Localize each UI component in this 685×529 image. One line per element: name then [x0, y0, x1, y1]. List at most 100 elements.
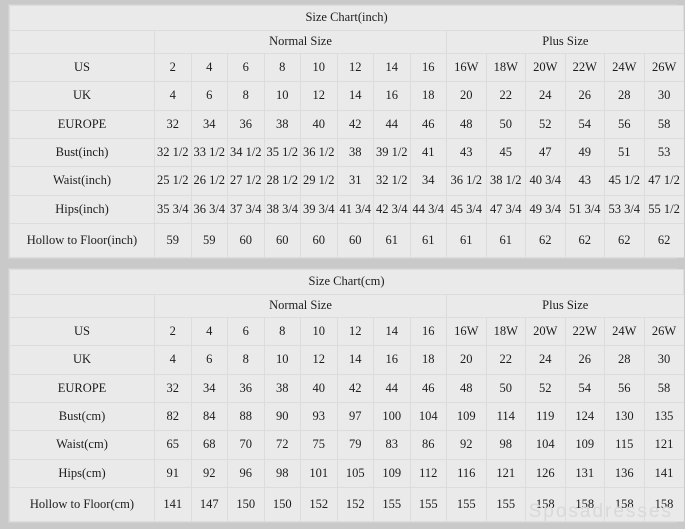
size-chart-cm-table: Size Chart(cm) Normal Size Plus Size US 2 4 6 8…	[8, 268, 685, 522]
table-cell: 34	[190, 373, 228, 404]
table-cell: 50	[485, 373, 526, 404]
table-cell: 39 3/4	[300, 194, 338, 225]
table-row: EUROPE 32 34 36 38 40 42 44 46 48 50 52 54 56 58	[9, 373, 684, 404]
table-cell: 46	[409, 373, 447, 404]
table-row: Hips(inch) 35 3/4 36 3/4 37 3/4 38 3/4 39 3/4…	[9, 194, 684, 225]
table-cell: 8	[263, 316, 301, 347]
table-cell: 141	[643, 458, 684, 489]
table-cell: 42	[336, 109, 374, 140]
table-cell: 72	[263, 430, 301, 460]
table-cell: 12	[336, 52, 374, 83]
table-cell: 79	[336, 430, 374, 460]
table-cell: 141	[154, 487, 192, 522]
table-cell: 38	[263, 373, 301, 404]
table-cell: 30	[643, 345, 684, 375]
table-cell: 91	[154, 458, 192, 489]
table-cell: 44	[373, 109, 411, 140]
table-cell: 88	[227, 402, 265, 432]
row-label: UK	[9, 345, 155, 375]
table-cell: 8	[263, 52, 301, 83]
row-label: Waist(cm)	[9, 430, 155, 460]
row-label: Bust(inch)	[9, 138, 155, 168]
table-cell: 46	[409, 109, 447, 140]
table-cell: 75	[300, 430, 338, 460]
table-cell: 18W	[485, 52, 526, 83]
row-label: Hollow to Floor(cm)	[9, 487, 155, 522]
table-cell: 114	[485, 402, 526, 432]
table-cell: 38 3/4	[263, 194, 301, 225]
table-cell: 42	[336, 373, 374, 404]
table-cell: 62	[643, 223, 684, 258]
table-cell: 147	[190, 487, 228, 522]
table-cell: 35 1/2	[263, 138, 301, 168]
table-cell: 31	[336, 166, 374, 196]
table-cell: 43	[564, 166, 605, 196]
table-row: Hips(cm) 91 92 96 98 101 105 109 112 116 121 126 131…	[9, 458, 684, 489]
table-cell: 131	[564, 458, 605, 489]
table-cell: 51	[604, 138, 645, 168]
table-row: US 2 4 6 8 10 12 14 16 16W 18W 20W 22W 24W 26W	[9, 316, 684, 347]
table-cell: 39 1/2	[373, 138, 411, 168]
table-cell: 34	[190, 109, 228, 140]
table-row: UK 4 6 8 10 12 14 16 18 20 22 24 26 28 30	[9, 345, 684, 375]
table-cell: 41 3/4	[336, 194, 374, 225]
table-cell: 10	[300, 316, 338, 347]
table-cell: 32	[154, 109, 192, 140]
table-cell: 83	[373, 430, 411, 460]
table-cell: 68	[190, 430, 228, 460]
table-cell: 61	[485, 223, 526, 258]
table-cell: 158	[525, 487, 566, 522]
table-cell: 115	[604, 430, 645, 460]
table-cell: 36 1/2	[300, 138, 338, 168]
table-cell: 61	[409, 223, 447, 258]
table-cell: 47	[525, 138, 566, 168]
row-label: US	[9, 52, 155, 83]
table-cell: 16W	[446, 316, 487, 347]
table-cell: 100	[373, 402, 411, 432]
table-cell: 28	[604, 81, 645, 111]
table-cell: 150	[227, 487, 265, 522]
table-cell: 50	[485, 109, 526, 140]
group-header-cell: Normal Size	[154, 294, 447, 318]
table-cell: 96	[227, 458, 265, 489]
table-cell: 158	[604, 487, 645, 522]
table-cell: 53 3/4	[604, 194, 645, 225]
table-cell: 45 1/2	[604, 166, 645, 196]
table-cell: 109	[373, 458, 411, 489]
table-cell: 61	[446, 223, 487, 258]
table-cell: 92	[190, 458, 228, 489]
table-cell: 33 1/2	[190, 138, 228, 168]
table-cell: 32	[154, 373, 192, 404]
table-cell: 10	[263, 345, 301, 375]
table-cell: 70	[227, 430, 265, 460]
table-cell: 14	[373, 316, 411, 347]
table-cell: 34 1/2	[227, 138, 265, 168]
table-cell: 20W	[525, 52, 566, 83]
table-cell: 60	[336, 223, 374, 258]
table-cell: 62	[525, 223, 566, 258]
table-cell: 48	[446, 109, 487, 140]
table-cell: 16	[409, 316, 447, 347]
row-label: EUROPE	[9, 373, 155, 404]
table-cell: 61	[373, 223, 411, 258]
table-cell: 16	[373, 345, 411, 375]
table-cell: 4	[154, 345, 192, 375]
table-cell: 97	[336, 402, 374, 432]
table-cell: 18	[409, 345, 447, 375]
row-label: Bust(cm)	[9, 402, 155, 432]
table-cell: 4	[154, 81, 192, 111]
table-cell: 58	[643, 109, 684, 140]
table-cell: 109	[564, 430, 605, 460]
table-cell: 27 1/2	[227, 166, 265, 196]
table-cell: 60	[263, 223, 301, 258]
table-cell: 24	[525, 345, 566, 375]
chart-title: Size Chart(cm)	[8, 268, 685, 296]
table-cell: 101	[300, 458, 338, 489]
table-cell: 124	[564, 402, 605, 432]
table-cell: 135	[643, 402, 684, 432]
row-label: EUROPE	[9, 109, 155, 140]
table-cell: 56	[604, 373, 645, 404]
table-cell: 155	[446, 487, 487, 522]
table-cell: 4	[190, 316, 228, 347]
